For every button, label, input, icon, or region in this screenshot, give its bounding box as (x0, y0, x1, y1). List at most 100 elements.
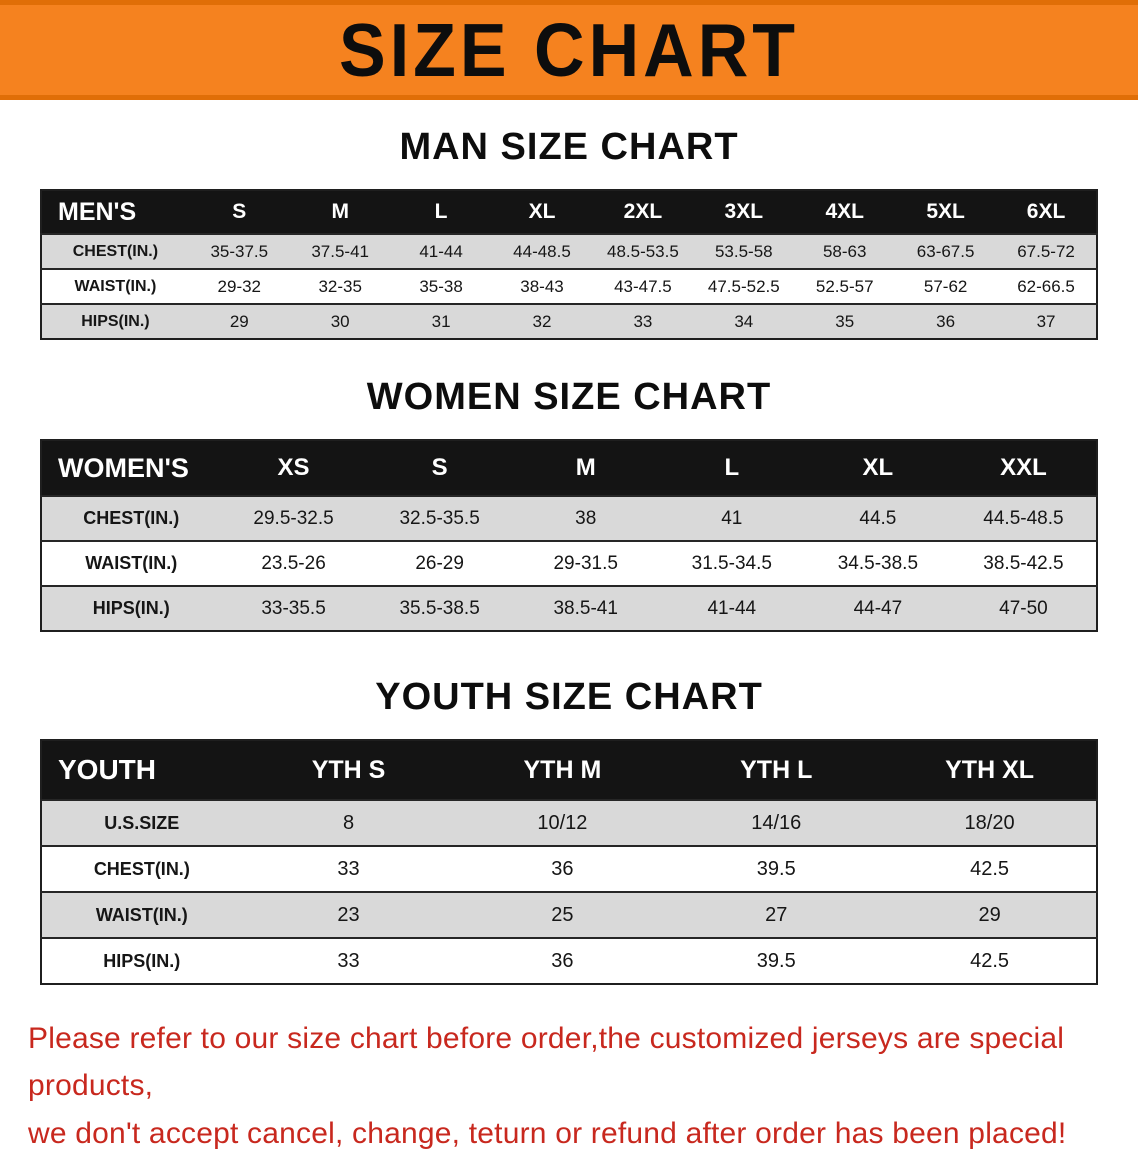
table-row: CHEST(IN.) 35-37.5 37.5-41 41-44 44-48.5 48.5… (41, 234, 1097, 269)
size-value-cell: 34 (734, 311, 754, 331)
size-value-cell: 36 (936, 311, 956, 331)
size-column-header: 4XL (794, 190, 896, 234)
youth-size-section: YOUTH SIZE CHART YOUTH YTH S YTH M YTH L YTH… (0, 676, 1138, 985)
size-value-cell: 44.5 (859, 507, 897, 529)
size-value-cell: 42.5 (970, 949, 1010, 972)
table-row: U.S.SIZE 8 10/12 14/16 18/20 (41, 800, 1097, 846)
size-value-cell: 44.5-48.5 (983, 507, 1064, 529)
men-section-heading: MAN SIZE CHART (399, 126, 739, 168)
size-column-header: 2XL (592, 190, 694, 234)
youth-section-heading: YOUTH SIZE CHART (375, 676, 763, 718)
men-size-section: MAN SIZE CHART MEN'S S M L XL 2XL 3XL 4XL 5XL 6XL… (0, 126, 1138, 340)
size-column-header: L (658, 440, 805, 496)
size-value-cell: 47.5-52.5 (707, 276, 780, 296)
size-value-cell: 29 (978, 903, 1001, 926)
size-value-cell: 18/20 (964, 811, 1015, 834)
table-row: HIPS(IN.) 33 36 39.5 42.5 (41, 938, 1097, 984)
notice-line-2: we don't accept cancel, change, teturn o… (28, 1116, 1067, 1150)
size-column-header: YTH XL (883, 740, 1097, 800)
size-value-cell: 29-32 (217, 276, 262, 296)
size-column-header: 6XL (996, 190, 1097, 234)
size-value-cell: 33 (337, 949, 360, 972)
footer-notice: Please refer to our size chart before or… (28, 1015, 1110, 1157)
size-value-cell: 33-35.5 (261, 597, 326, 619)
size-value-cell: 25 (551, 903, 574, 926)
size-column-header: M (512, 440, 659, 496)
size-value-cell: 38.5-42.5 (983, 552, 1064, 574)
size-column-header: XL (491, 190, 593, 234)
row-label: HIPS(IN.) (92, 598, 170, 618)
table-row: HIPS(IN.) 33-35.5 35.5-38.5 38.5-41 41-44 44-… (41, 586, 1097, 631)
table-row: WAIST(IN.) 23 25 27 29 (41, 892, 1097, 938)
size-value-cell: 29.5-32.5 (253, 507, 334, 529)
men-size-table: MEN'S S M L XL 2XL 3XL 4XL 5XL 6XL CHEST(IN.) 35-37… (40, 189, 1098, 340)
size-value-cell: 44-48.5 (513, 241, 571, 261)
size-column-header: XXL (950, 440, 1097, 496)
size-value-cell: 42.5 (970, 857, 1010, 880)
table-corner-label: MEN'S (41, 190, 189, 234)
banner: SIZE CHART (0, 0, 1138, 100)
size-column-header: YTH L (669, 740, 884, 800)
row-label: CHEST(IN.) (72, 242, 159, 260)
size-value-cell: 35-37.5 (210, 241, 269, 261)
page-title: SIZE CHART (339, 7, 799, 93)
size-value-cell: 36 (551, 949, 574, 972)
size-value-cell: 34.5-38.5 (837, 552, 919, 574)
row-label: U.S.SIZE (104, 812, 180, 833)
table-row: WAIST(IN.) 23.5-26 26-29 29-31.5 31.5-34.5 34… (41, 541, 1097, 586)
table-corner-label: YOUTH (41, 740, 242, 800)
table-header-row: YOUTH YTH S YTH M YTH L YTH XL (41, 740, 1097, 800)
size-value-cell: 35.5-38.5 (399, 597, 480, 619)
size-value-cell: 38 (575, 507, 597, 529)
row-label: HIPS(IN.) (103, 950, 181, 971)
size-value-cell: 41-44 (707, 597, 757, 619)
size-value-cell: 10/12 (537, 811, 588, 834)
size-value-cell: 31.5-34.5 (691, 552, 772, 574)
size-value-cell: 67.5-72 (1017, 241, 1075, 261)
size-column-header: XL (804, 440, 951, 496)
size-value-cell: 39.5 (756, 949, 796, 972)
row-label: WAIST(IN.) (95, 904, 188, 925)
size-value-cell: 43-47.5 (614, 276, 672, 296)
size-value-cell: 38-43 (520, 276, 564, 296)
size-value-cell: 26-29 (415, 552, 464, 574)
size-value-cell: 37.5-41 (311, 241, 370, 261)
size-column-header: 3XL (693, 190, 795, 234)
size-value-cell: 29 (229, 311, 249, 331)
size-value-cell: 41-44 (419, 241, 463, 261)
size-value-cell: 23 (337, 903, 360, 926)
size-value-cell: 38.5-41 (553, 597, 618, 619)
size-column-header: YTH M (455, 740, 670, 800)
table-row: WAIST(IN.) 29-32 32-35 35-38 38-43 43-47.5 47.… (41, 269, 1097, 304)
size-value-cell: 14/16 (751, 811, 802, 834)
row-label: WAIST(IN.) (85, 553, 178, 573)
size-value-cell: 32.5-35.5 (399, 507, 480, 529)
size-column-header: S (366, 440, 513, 496)
size-column-header: 5XL (895, 190, 997, 234)
women-size-section: WOMEN SIZE CHART WOMEN'S XS S M L XL XXL CHEST(… (0, 376, 1138, 632)
size-value-cell: 62-66.5 (1017, 276, 1075, 296)
size-value-cell: 41 (721, 507, 743, 529)
size-value-cell: 52.5-57 (815, 276, 874, 296)
row-label: CHEST(IN.) (83, 508, 180, 528)
size-column-header: M (289, 190, 391, 234)
table-header-row: MEN'S S M L XL 2XL 3XL 4XL 5XL 6XL (41, 190, 1097, 234)
row-label: HIPS(IN.) (81, 312, 150, 330)
size-value-cell: 63-67.5 (916, 241, 975, 261)
size-value-cell: 29-31.5 (553, 552, 618, 574)
size-value-cell: 23.5-26 (261, 552, 326, 574)
size-value-cell: 8 (342, 811, 355, 834)
table-header-row: WOMEN'S XS S M L XL XXL (41, 440, 1097, 496)
women-size-table: WOMEN'S XS S M L XL XXL CHEST(IN.) 29.5-32.5 32.5… (40, 439, 1098, 632)
size-value-cell: 48.5-53.5 (606, 241, 679, 261)
notice-line-1: Please refer to our size chart before or… (28, 1022, 1065, 1103)
size-value-cell: 35-38 (419, 276, 463, 296)
size-column-header: YTH S (241, 740, 456, 800)
size-value-cell: 32 (532, 311, 552, 331)
table-row: CHEST(IN.) 29.5-32.5 32.5-35.5 38 41 44.5 44.5… (41, 496, 1097, 541)
size-column-header: L (390, 190, 492, 234)
size-column-header: S (188, 190, 290, 234)
size-value-cell: 44-47 (853, 597, 903, 619)
row-label: WAIST(IN.) (74, 277, 157, 295)
